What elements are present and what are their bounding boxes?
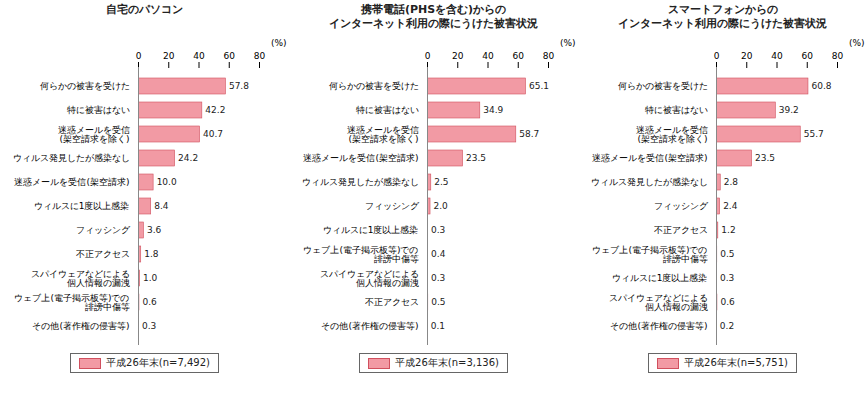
svg-text:特に被害はない: 特に被害はない [67, 105, 130, 115]
svg-text:2.0: 2.0 [434, 201, 449, 211]
svg-text:スパイウェアなどによる個人情報の漏洩: スパイウェアなどによる個人情報の漏洩 [609, 293, 708, 312]
html-text:スマートフォンからの インターネット利用の際にうけた被害状況: スマートフォンからの インターネット利用の際にうけた被害状況 [618, 3, 827, 30]
svg-text:80: 80 [254, 51, 266, 61]
svg-text:0.6: 0.6 [142, 297, 157, 307]
svg-text:(%): (%) [271, 38, 287, 48]
svg-text:40: 40 [193, 51, 205, 61]
svg-text:迷惑メールを受信(架空請求を除く): 迷惑メールを受信(架空請求を除く) [58, 125, 130, 144]
svg-text:ウェブ上(電子掲示板等)での誹謗中傷等: ウェブ上(電子掲示板等)での誹謗中傷等 [303, 245, 418, 264]
svg-text:10.0: 10.0 [157, 177, 177, 187]
svg-text:1.2: 1.2 [721, 225, 735, 235]
svg-text:20: 20 [163, 51, 175, 61]
svg-text:ウィルス発見したが感染なし: ウィルス発見したが感染なし [591, 177, 708, 187]
svg-text:何らかの被害を受けた: 何らかの被害を受けた [618, 81, 708, 91]
svg-text:(%): (%) [849, 38, 865, 48]
svg-text:迷惑メールを受信(架空請求を除く): 迷惑メールを受信(架空請求を除く) [347, 125, 419, 144]
svg-text:フィッシング: フィッシング [654, 201, 709, 211]
svg-text:不正アクセス: 不正アクセス [365, 297, 419, 307]
html-text:平成26年末(n=5,751): 平成26年末(n=5,751) [684, 357, 788, 368]
svg-text:39.2: 39.2 [779, 105, 799, 115]
svg-text:40: 40 [771, 51, 783, 61]
svg-text:0.5: 0.5 [431, 297, 445, 307]
svg-text:8.4: 8.4 [154, 201, 169, 211]
svg-text:34.9: 34.9 [483, 105, 503, 115]
svg-text:0.3: 0.3 [142, 321, 156, 331]
svg-text:0.3: 0.3 [431, 225, 445, 235]
svg-text:0.4: 0.4 [431, 249, 446, 259]
svg-text:58.7: 58.7 [519, 129, 539, 139]
svg-text:1.0: 1.0 [143, 273, 158, 283]
svg-text:ウィルスに1度以上感染: ウィルスに1度以上感染 [323, 225, 419, 235]
svg-text:1.8: 1.8 [144, 249, 159, 259]
svg-text:57.8: 57.8 [229, 81, 249, 91]
svg-text:2.5: 2.5 [434, 177, 448, 187]
svg-text:60: 60 [224, 51, 236, 61]
svg-text:20: 20 [452, 51, 464, 61]
svg-text:60.8: 60.8 [811, 81, 831, 91]
svg-text:0.2: 0.2 [720, 321, 734, 331]
html-text:携帯電話(PHSを含む)からの インターネット利用の際にうけ: 携帯電話(PHSを含む)からの インターネット利用の際にうけた被害状況 [329, 3, 538, 30]
svg-text:80: 80 [543, 51, 555, 61]
svg-text:迷惑メールを受信(架空請求): 迷惑メールを受信(架空請求) [592, 153, 707, 163]
svg-text:スパイウェアなどによる個人情報の漏洩: スパイウェアなどによる個人情報の漏洩 [31, 269, 130, 288]
svg-text:迷惑メールを受信(架空請求を除く): 迷惑メールを受信(架空請求を除く) [636, 125, 708, 144]
svg-text:40: 40 [482, 51, 494, 61]
html-text:平成26年末(n=3,136): 平成26年末(n=3,136) [395, 357, 499, 368]
svg-text:55.7: 55.7 [804, 129, 824, 139]
svg-text:23.5: 23.5 [755, 153, 775, 163]
svg-text:20: 20 [741, 51, 753, 61]
svg-text:フィッシング: フィッシング [365, 201, 420, 211]
svg-text:24.2: 24.2 [178, 153, 198, 163]
svg-text:不正アクセス: 不正アクセス [654, 225, 708, 235]
svg-text:60: 60 [802, 51, 814, 61]
svg-text:フィッシング: フィッシング [76, 225, 131, 235]
svg-text:0: 0 [425, 51, 431, 61]
svg-text:3.6: 3.6 [147, 225, 162, 235]
svg-text:0: 0 [136, 51, 142, 61]
svg-text:その他(著作権の侵害等): その他(著作権の侵害等) [321, 321, 418, 331]
svg-text:60: 60 [513, 51, 525, 61]
svg-text:その他(著作権の侵害等): その他(著作権の侵害等) [32, 321, 129, 331]
svg-text:スパイウェアなどによる個人情報の漏洩: スパイウェアなどによる個人情報の漏洩 [320, 269, 419, 288]
svg-text:23.5: 23.5 [466, 153, 486, 163]
svg-text:0: 0 [714, 51, 720, 61]
svg-text:0.3: 0.3 [431, 273, 445, 283]
svg-text:ウェブ上(電子掲示板等)での誹謗中傷等: ウェブ上(電子掲示板等)での誹謗中傷等 [14, 293, 129, 312]
svg-text:ウィルスに1度以上感染: ウィルスに1度以上感染 [34, 201, 130, 211]
html-text:自宅のパソコン: 自宅のパソコン [106, 3, 183, 16]
svg-text:特に被害はない: 特に被害はない [645, 105, 708, 115]
svg-text:特に被害はない: 特に被害はない [356, 105, 419, 115]
svg-text:0.5: 0.5 [720, 249, 734, 259]
svg-text:迷惑メールを受信(架空請求): 迷惑メールを受信(架空請求) [14, 177, 129, 187]
svg-text:(%): (%) [560, 38, 576, 48]
svg-text:2.4: 2.4 [723, 201, 738, 211]
svg-text:その他(著作権の侵害等): その他(著作権の侵害等) [610, 321, 707, 331]
svg-text:40.7: 40.7 [203, 129, 223, 139]
svg-text:65.1: 65.1 [529, 81, 549, 91]
svg-text:0.1: 0.1 [431, 321, 445, 331]
svg-text:0.3: 0.3 [720, 273, 734, 283]
svg-text:何らかの被害を受けた: 何らかの被害を受けた [40, 81, 130, 91]
svg-text:2.8: 2.8 [724, 177, 739, 187]
svg-text:ウィルスに1度以上感染: ウィルスに1度以上感染 [612, 273, 708, 283]
svg-text:不正アクセス: 不正アクセス [76, 249, 130, 259]
svg-text:何らかの被害を受けた: 何らかの被害を受けた [329, 81, 419, 91]
svg-text:0.6: 0.6 [720, 297, 735, 307]
svg-text:42.2: 42.2 [205, 105, 225, 115]
html-text:平成26年末(n=7,492): 平成26年末(n=7,492) [106, 357, 210, 368]
svg-text:ウィルス発見したが感染なし: ウィルス発見したが感染なし [13, 153, 130, 163]
svg-text:ウェブ上(電子掲示板等)での誹謗中傷等: ウェブ上(電子掲示板等)での誹謗中傷等 [592, 245, 707, 264]
svg-text:迷惑メールを受信(架空請求): 迷惑メールを受信(架空請求) [303, 153, 418, 163]
svg-text:80: 80 [832, 51, 844, 61]
svg-text:ウィルス発見したが感染なし: ウィルス発見したが感染なし [302, 177, 419, 187]
